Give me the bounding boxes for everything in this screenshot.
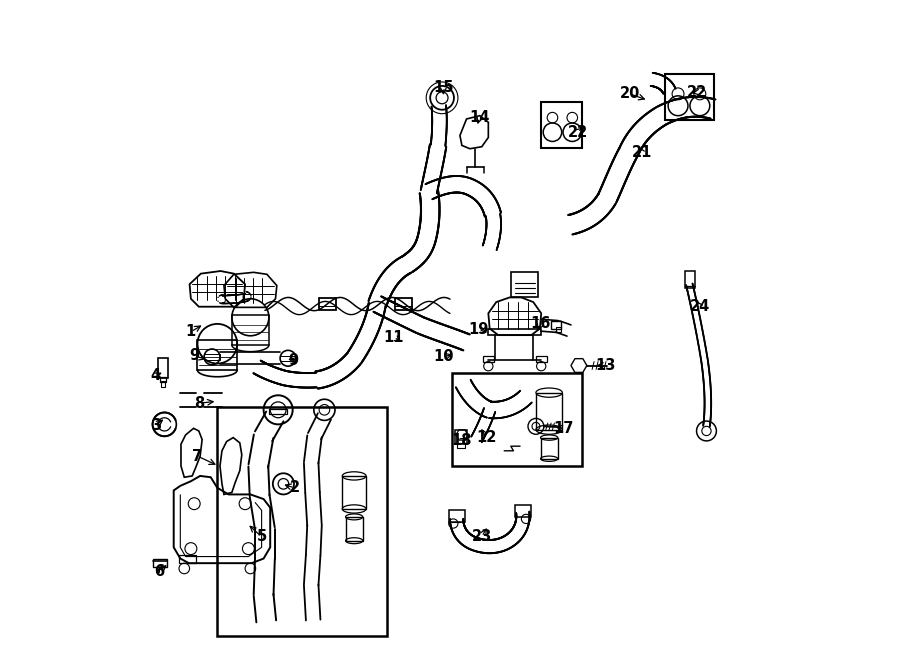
Text: 9: 9: [288, 353, 299, 368]
Text: 13: 13: [595, 358, 616, 373]
Bar: [449, 510, 465, 522]
Bar: [217, 407, 387, 636]
Text: 22: 22: [687, 85, 707, 100]
Text: 10: 10: [433, 350, 454, 364]
Bar: [197, 340, 238, 370]
Bar: [452, 373, 582, 466]
Bar: [179, 555, 195, 563]
Bar: [269, 409, 287, 414]
Text: 19: 19: [468, 322, 489, 336]
Bar: [395, 298, 412, 310]
Bar: [158, 358, 168, 378]
Text: 21: 21: [632, 145, 652, 159]
Text: 14: 14: [470, 110, 490, 125]
Bar: [161, 381, 165, 387]
Bar: [320, 298, 337, 310]
Text: 3: 3: [151, 418, 161, 432]
Bar: [541, 102, 582, 148]
Bar: [515, 505, 531, 517]
Text: 6: 6: [154, 564, 164, 578]
Text: 22: 22: [567, 125, 588, 139]
Text: 7: 7: [193, 449, 202, 463]
Text: 12: 12: [476, 430, 497, 445]
Bar: [160, 377, 166, 382]
Bar: [204, 354, 220, 360]
Text: 4: 4: [151, 368, 161, 383]
Bar: [280, 356, 296, 361]
Bar: [556, 327, 561, 332]
Text: 9: 9: [189, 348, 199, 363]
Text: 16: 16: [530, 317, 551, 331]
Bar: [665, 74, 715, 120]
Text: 18: 18: [452, 434, 472, 448]
Text: 1: 1: [185, 325, 196, 339]
Bar: [536, 393, 562, 430]
Bar: [342, 476, 366, 509]
Bar: [483, 356, 493, 362]
Text: 2: 2: [290, 481, 300, 495]
Text: 15: 15: [433, 80, 454, 95]
Bar: [457, 443, 465, 448]
Bar: [455, 430, 467, 444]
Text: 5: 5: [256, 529, 266, 544]
Bar: [153, 559, 167, 567]
Text: 23: 23: [472, 529, 492, 544]
Text: 24: 24: [689, 299, 710, 313]
Bar: [551, 321, 561, 329]
Bar: [232, 315, 269, 345]
Bar: [346, 517, 363, 541]
Text: 8: 8: [194, 396, 204, 410]
Bar: [489, 329, 541, 335]
Text: 11: 11: [383, 330, 404, 344]
Text: 20: 20: [619, 87, 640, 101]
Bar: [536, 356, 546, 362]
Text: 17: 17: [554, 421, 574, 436]
Bar: [541, 438, 558, 459]
Bar: [511, 272, 538, 297]
Bar: [685, 271, 695, 288]
